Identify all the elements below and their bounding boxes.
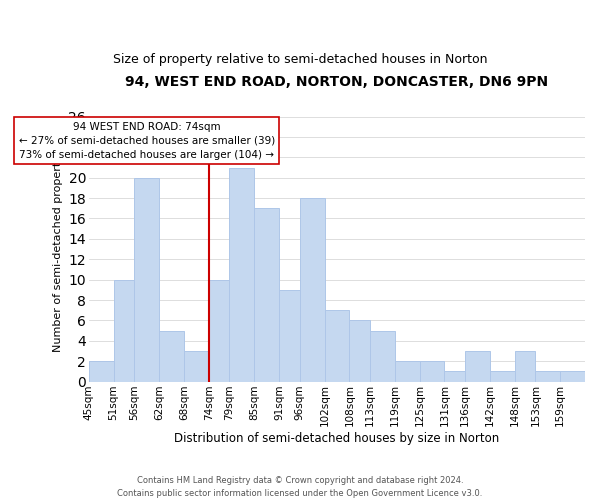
Bar — [184, 351, 209, 382]
Bar — [89, 361, 113, 382]
Text: Contains HM Land Registry data © Crown copyright and database right 2024.
Contai: Contains HM Land Registry data © Crown c… — [118, 476, 482, 498]
Bar — [349, 320, 370, 382]
Bar — [515, 351, 535, 382]
Bar — [300, 198, 325, 382]
Bar — [254, 208, 279, 382]
Bar — [490, 372, 515, 382]
Y-axis label: Number of semi-detached properties: Number of semi-detached properties — [53, 146, 63, 352]
Bar — [209, 280, 229, 382]
Title: 94, WEST END ROAD, NORTON, DONCASTER, DN6 9PN: 94, WEST END ROAD, NORTON, DONCASTER, DN… — [125, 75, 548, 89]
X-axis label: Distribution of semi-detached houses by size in Norton: Distribution of semi-detached houses by … — [175, 432, 500, 445]
Bar — [325, 310, 349, 382]
Bar — [229, 168, 254, 382]
Bar — [279, 290, 300, 382]
Text: 94 WEST END ROAD: 74sqm
← 27% of semi-detached houses are smaller (39)
73% of se: 94 WEST END ROAD: 74sqm ← 27% of semi-de… — [19, 122, 275, 160]
Text: Size of property relative to semi-detached houses in Norton: Size of property relative to semi-detach… — [113, 52, 487, 66]
Bar — [134, 178, 159, 382]
Bar — [465, 351, 490, 382]
Bar — [445, 372, 465, 382]
Bar — [370, 330, 395, 382]
Bar — [395, 361, 419, 382]
Bar — [113, 280, 134, 382]
Bar — [535, 372, 560, 382]
Bar — [419, 361, 445, 382]
Bar — [560, 372, 585, 382]
Bar — [159, 330, 184, 382]
